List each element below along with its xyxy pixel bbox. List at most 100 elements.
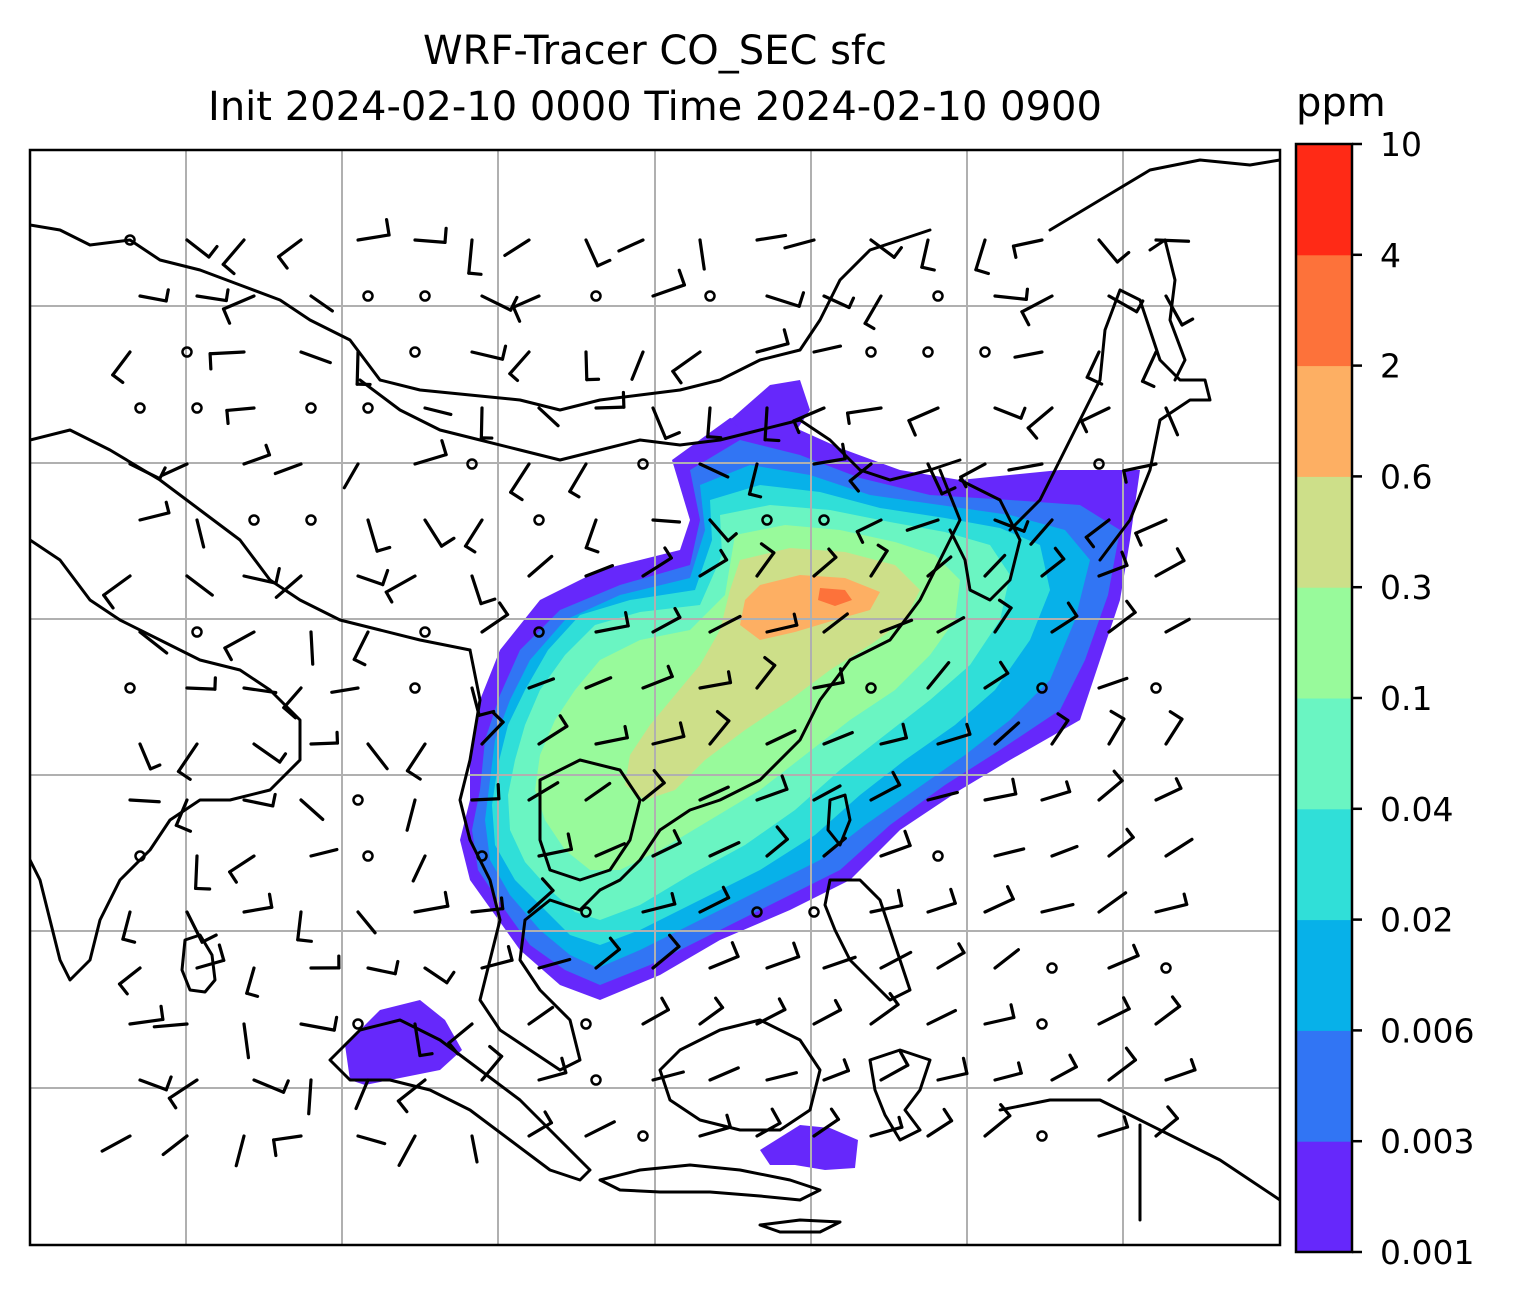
wind-barb	[584, 1120, 616, 1138]
calm-wind-marker	[590, 1074, 602, 1086]
wind-barb	[1026, 406, 1054, 440]
wind-barb	[356, 218, 391, 242]
wind-barb	[708, 614, 742, 634]
wind-barb	[1050, 1053, 1078, 1082]
wind-barb	[356, 568, 390, 587]
wind-barb	[926, 790, 959, 802]
wind-barb	[225, 406, 256, 426]
wind-barb	[161, 1134, 189, 1157]
wind-barb	[138, 288, 170, 303]
wind-barb	[936, 1056, 969, 1082]
wind-barb	[993, 287, 1030, 301]
wind-barb	[467, 238, 483, 276]
wind-barb	[470, 344, 508, 361]
wind-barb	[537, 714, 569, 746]
wind-barb	[763, 406, 781, 443]
wind-barb	[845, 406, 883, 425]
wind-barb	[282, 686, 303, 720]
wind-barb	[812, 442, 847, 466]
wind-barb	[342, 462, 360, 490]
wind-barb	[470, 1134, 479, 1164]
wind-barb	[698, 785, 730, 802]
wind-barb	[537, 406, 560, 428]
wind-barb	[755, 656, 777, 690]
wind-barb	[160, 462, 189, 477]
plume-patch-sumatra	[345, 1000, 462, 1085]
wind-barb	[1107, 943, 1140, 970]
wind-barb	[138, 630, 169, 655]
wind-barb	[366, 518, 392, 553]
wind-barb	[252, 742, 288, 764]
wind-barb	[470, 686, 496, 717]
wind-barb	[1164, 406, 1180, 437]
wind-barb	[755, 542, 776, 578]
wind-barb	[423, 406, 453, 417]
calm-wind-marker	[637, 458, 649, 470]
wind-barb	[926, 887, 957, 914]
wind-barb	[783, 238, 816, 250]
wind-barb	[651, 721, 686, 746]
wind-barb	[822, 294, 856, 310]
colorbar-segment	[1296, 1030, 1352, 1142]
wind-barb	[185, 574, 214, 597]
wind-barb	[698, 670, 733, 690]
wind-barb	[983, 553, 1007, 578]
wind-barb	[651, 406, 681, 440]
calm-wind-marker	[1093, 458, 1105, 470]
colorbar-tick-label: 0.003	[1380, 1122, 1474, 1161]
wind-barb	[138, 1075, 173, 1092]
colorbar-segment	[1296, 919, 1352, 1031]
map-title-line2: Init 2024-02-10 0000 Time 2024-02-10 090…	[208, 84, 1102, 130]
calm-wind-marker	[134, 850, 146, 862]
calm-wind-marker	[865, 682, 877, 694]
map-gridlines	[30, 150, 1280, 1245]
wind-barb	[755, 997, 787, 1026]
wind-barb	[480, 711, 505, 746]
wind-barb	[993, 1061, 1023, 1082]
wind-barb	[167, 1078, 199, 1110]
wind-barb	[765, 291, 806, 308]
wind-barb	[698, 1113, 733, 1138]
wind-barb	[366, 742, 389, 771]
wind-barb	[1140, 350, 1158, 389]
wind-barb	[228, 854, 256, 884]
border-himalaya	[30, 428, 472, 652]
wind-barb	[273, 462, 303, 476]
wind-barb	[936, 616, 966, 634]
wind-barb	[480, 1044, 504, 1082]
wind-barb	[765, 729, 797, 746]
colorbar-segment	[1296, 365, 1352, 477]
calm-wind-marker	[476, 850, 488, 862]
wind-barb	[926, 1008, 958, 1026]
wind-barb	[879, 722, 908, 746]
wind-barb	[1164, 837, 1194, 858]
wind-barb	[1013, 350, 1044, 359]
wind-barb	[869, 238, 903, 259]
calm-wind-marker	[248, 514, 260, 526]
calm-wind-marker	[352, 794, 364, 806]
wind-barb	[879, 1050, 910, 1082]
wind-barb	[185, 910, 218, 944]
wind-barb	[926, 555, 953, 578]
wind-barb	[423, 966, 456, 985]
wind-barb	[242, 892, 274, 914]
coast-borneo	[658, 1018, 822, 1132]
colorbar-tick-label: 4	[1380, 236, 1401, 275]
wind-barb	[822, 730, 854, 746]
wind-barb	[594, 842, 627, 858]
wind-barb	[698, 462, 730, 479]
wind-barb	[812, 547, 838, 578]
wind-barb	[822, 955, 857, 970]
wind-barb	[128, 798, 161, 804]
wind-barb	[1050, 844, 1079, 858]
wind-barb	[121, 910, 137, 944]
wind-barb	[1107, 1046, 1138, 1082]
wind-barb	[1107, 827, 1135, 858]
calm-wind-marker	[808, 906, 820, 918]
wind-barb	[413, 439, 448, 466]
calm-wind-marker	[932, 850, 944, 862]
wind-barb	[812, 784, 842, 802]
wind-barb	[1164, 617, 1191, 634]
wind-barb	[221, 238, 246, 276]
wind-barb	[470, 783, 501, 802]
